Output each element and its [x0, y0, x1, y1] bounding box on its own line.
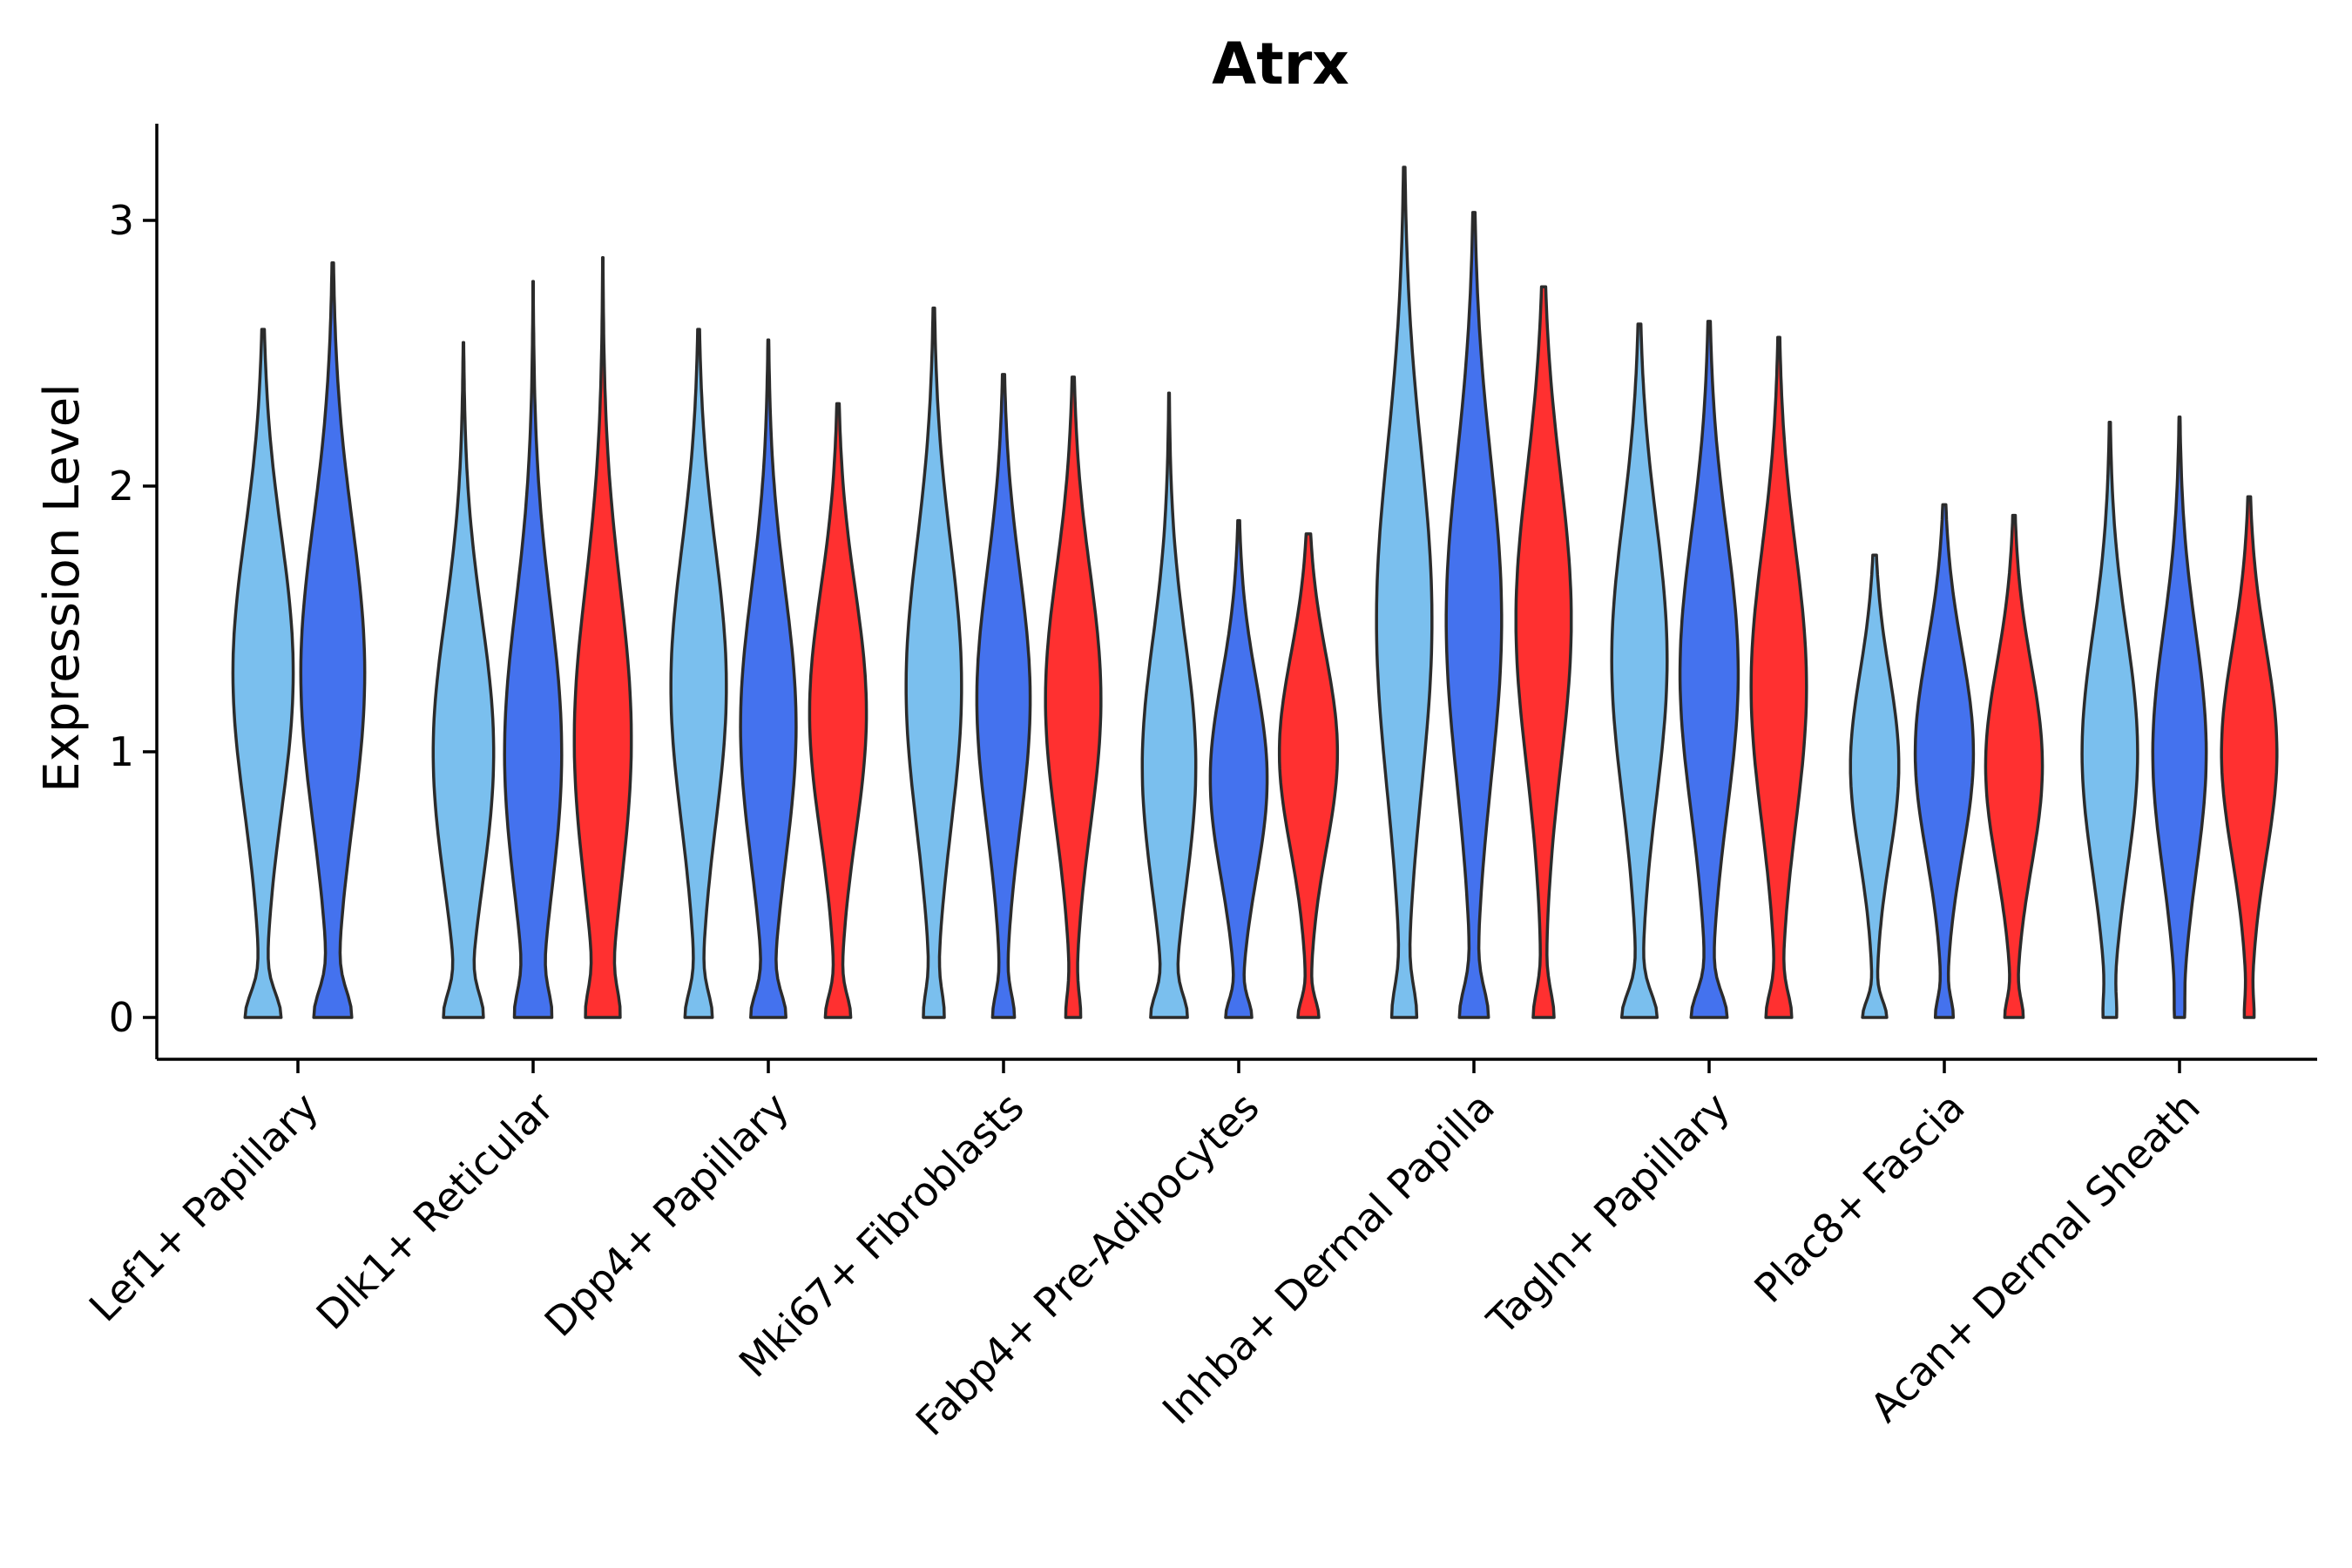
- violin-3-dlk1-reticular: [572, 255, 633, 1019]
- violin-3-mki67-fibroblasts: [1044, 375, 1103, 1019]
- violin-2-mki67-fibroblasts: [975, 373, 1032, 1019]
- violin-3-plac8-fascia: [1984, 513, 2044, 1019]
- violin-1-inhba-dermal-papilla: [1375, 166, 1434, 1019]
- violin-1-plac8-fascia: [1848, 553, 1901, 1019]
- y-tick-label-1: 1: [109, 728, 134, 775]
- violin-1-acan-dermal-sheath: [2080, 421, 2139, 1019]
- violin-3-dpp4-papillary: [808, 402, 868, 1019]
- violin-2-dpp4-papillary: [739, 338, 798, 1019]
- violin-2-inhba-dermal-papilla: [1444, 211, 1504, 1019]
- violin-3-acan-dermal-sheath: [2220, 495, 2279, 1019]
- x-tick-label-8: Plac8+ Fascia: [1745, 1084, 1973, 1312]
- violin-1-dlk1-reticular: [431, 341, 496, 1019]
- x-tick-label-3: Dpp4+ Papillary: [536, 1084, 798, 1346]
- violin-1-lef1-papillary: [231, 328, 295, 1019]
- violin-1-mki67-fibroblasts: [904, 306, 963, 1019]
- violin-2-acan-dermal-sheath: [2151, 415, 2208, 1019]
- violin-2-dlk1-reticular: [503, 280, 564, 1019]
- y-axis-label: Expression Level: [34, 383, 91, 793]
- violin-3-inhba-dermal-papilla: [1514, 285, 1573, 1019]
- x-tick-label-1: Lef1+ Papillary: [80, 1084, 328, 1331]
- y-tick-label-3: 3: [109, 197, 134, 244]
- y-tick-label-0: 0: [109, 994, 134, 1041]
- violin-2-lef1-papillary: [299, 261, 367, 1019]
- violins-layer: [231, 166, 2279, 1019]
- violin-2-tagln-papillary: [1678, 320, 1740, 1019]
- y-tick-label-2: 2: [109, 463, 134, 510]
- violin-2-fabp4-pre-adipocytes: [1208, 518, 1269, 1019]
- violin-3-fabp4-pre-adipocytes: [1277, 532, 1340, 1019]
- chart-title: Atrx: [1212, 30, 1349, 98]
- violin-1-tagln-papillary: [1610, 322, 1669, 1019]
- x-tick-label-7: Tagln+ Papillary: [1477, 1084, 1739, 1345]
- violin-2-plac8-fascia: [1913, 503, 1976, 1019]
- violin-1-fabp4-pre-adipocytes: [1140, 391, 1198, 1019]
- violin-1-dpp4-papillary: [669, 328, 728, 1019]
- violin-3-tagln-papillary: [1749, 335, 1808, 1019]
- x-tick-label-2: Dlk1+ Reticular: [308, 1084, 563, 1339]
